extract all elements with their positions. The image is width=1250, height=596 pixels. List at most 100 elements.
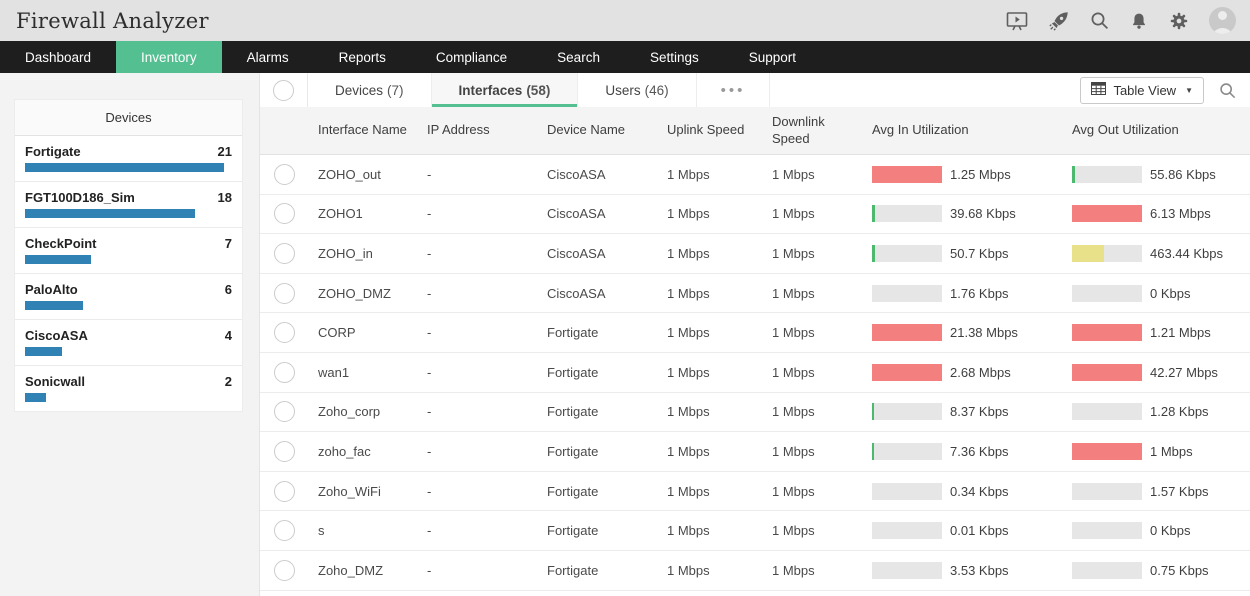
page-title: Firewall Analyzer [16, 8, 209, 33]
col-avg-in-utilization[interactable]: Avg In Utilization [872, 122, 969, 138]
out-utilization-bar [1072, 205, 1142, 223]
cell-uplink-speed: 1 Mbps [667, 443, 710, 459]
in-utilization-bar [872, 482, 942, 500]
col-downlink-speed[interactable]: Downlink Speed [772, 114, 825, 146]
cell-interface-name[interactable]: ZOHO1 [318, 206, 363, 222]
nav-item-dashboard[interactable]: Dashboard [25, 49, 92, 65]
row-select-cell [260, 401, 308, 423]
table-row[interactable]: ZOHO_in - CiscoASA 1 Mbps 1 Mbps 50.7 Kb… [260, 234, 1250, 274]
table-row[interactable]: wan1 - Fortigate 1 Mbps 1 Mbps 2.68 Mbps… [260, 352, 1250, 393]
cell-interface-name[interactable]: s [318, 523, 325, 539]
cell-downlink-speed: 1 Mbps [772, 523, 815, 539]
nav-item-settings[interactable]: Settings [649, 49, 699, 65]
cell-interface-name[interactable]: Zoho_WiFi [318, 483, 381, 499]
row-select-radio[interactable] [273, 163, 295, 185]
row-select-cell [260, 242, 308, 264]
tabs-overflow-button[interactable]: ••• [697, 73, 771, 107]
device-item-top: Sonicwall 2 [25, 374, 232, 389]
device-filter-item[interactable]: CiscoASA 4 [15, 320, 242, 366]
row-select-radio[interactable] [273, 520, 295, 542]
select-all-radio[interactable] [273, 79, 294, 101]
col-ip-address[interactable]: IP Address [427, 122, 490, 138]
cell-ip-address: - [427, 285, 432, 301]
cell-downlink-speed: 1 Mbps [772, 364, 815, 380]
out-utilization-bar [1072, 284, 1142, 302]
cell-interface-name[interactable]: Zoho_DMZ [318, 562, 384, 578]
table-row[interactable]: ZOHO_DMZ - CiscoASA 1 Mbps 1 Mbps 1.76 K… [260, 273, 1250, 314]
row-select-radio[interactable] [273, 282, 295, 304]
row-select-radio[interactable] [273, 401, 295, 423]
table-search-icon[interactable] [1218, 81, 1237, 100]
row-select-radio[interactable] [273, 440, 295, 462]
cell-interface-name[interactable]: zoho_fac [318, 443, 371, 459]
table-row[interactable]: s - Fortigate 1 Mbps 1 Mbps 0.01 Kbps 0 … [260, 511, 1250, 551]
device-filter-item[interactable]: Fortigate 21 [15, 136, 242, 182]
table-view-dropdown[interactable]: Table View ▼ [1080, 76, 1204, 104]
in-utilization-fill [872, 165, 942, 183]
cell-interface-name[interactable]: CORP [318, 325, 356, 341]
nav-item-compliance[interactable]: Compliance [435, 49, 508, 65]
col-device-name[interactable]: Device Name [547, 122, 626, 138]
tab-interfaces-label: Interfaces [458, 82, 523, 98]
col-avg-out-utilization[interactable]: Avg Out Utilization [1072, 122, 1179, 138]
row-select-radio[interactable] [273, 203, 295, 225]
tab-devices-label: Devices [335, 82, 384, 98]
nav-item-alarms[interactable]: Alarms [246, 49, 289, 65]
col-uplink-speed[interactable]: Uplink Speed [667, 122, 745, 138]
in-utilization-bar [872, 442, 942, 460]
avatar-shoulders [1213, 28, 1232, 34]
in-utilization-value: 3.53 Kbps [950, 562, 1009, 578]
table-row[interactable]: ZOHO1 - CiscoASA 1 Mbps 1 Mbps 39.68 Kbp… [260, 194, 1250, 235]
cell-device-name: Fortigate [547, 523, 599, 539]
col-interface-name[interactable]: Interface Name [318, 122, 407, 138]
bell-icon[interactable] [1129, 10, 1149, 32]
row-select-radio[interactable] [273, 559, 295, 581]
cell-uplink-speed: 1 Mbps [667, 166, 710, 182]
cell-avg-out-utilization: 42.27 Mbps [1072, 363, 1250, 381]
cell-avg-out-utilization: 0 Kbps [1072, 522, 1250, 540]
cell-interface-name[interactable]: ZOHO_in [318, 245, 373, 261]
user-avatar[interactable] [1209, 7, 1236, 34]
rocket-icon[interactable] [1048, 10, 1070, 32]
nav-item-inventory[interactable]: Inventory [116, 41, 222, 73]
device-item-top: Fortigate 21 [25, 144, 232, 159]
table-row[interactable]: zoho_fac - Fortigate 1 Mbps 1 Mbps 7.36 … [260, 432, 1250, 472]
table-row[interactable]: Zoho_DMZ - Fortigate 1 Mbps 1 Mbps 3.53 … [260, 550, 1250, 591]
cell-interface-name[interactable]: wan1 [318, 364, 350, 380]
table-row[interactable]: Zoho_WiFi - Fortigate 1 Mbps 1 Mbps 0.34… [260, 471, 1250, 512]
cell-interface-name[interactable]: Zoho_corp [318, 404, 381, 420]
table-row[interactable]: ZOHO_out - CiscoASA 1 Mbps 1 Mbps 1.25 M… [260, 155, 1250, 195]
row-select-radio[interactable] [273, 361, 295, 383]
nav-item-search[interactable]: Search [557, 49, 600, 65]
search-icon[interactable] [1089, 10, 1110, 31]
cell-interface-name[interactable]: ZOHO_out [318, 166, 381, 182]
tab-interfaces[interactable]: Interfaces (58) [431, 73, 579, 107]
cell-uplink-speed: 1 Mbps [667, 206, 710, 222]
cell-interface-name[interactable]: ZOHO_DMZ [318, 285, 391, 301]
row-select-radio[interactable] [273, 242, 295, 264]
device-filter-item[interactable]: CheckPoint 7 [15, 228, 242, 274]
table-view-label: Table View [1113, 82, 1177, 98]
device-count-bar [25, 209, 195, 218]
table-row[interactable]: CORP - Fortigate 1 Mbps 1 Mbps 21.38 Mbp… [260, 313, 1250, 353]
row-select-cell [260, 559, 308, 581]
nav-item-support[interactable]: Support [748, 49, 797, 65]
device-filter-item[interactable]: Sonicwall 2 [15, 366, 242, 411]
cell-avg-in-utilization: 50.7 Kbps [872, 244, 1072, 262]
in-utilization-bar [872, 284, 942, 302]
tab-devices[interactable]: Devices (7) [308, 73, 432, 107]
cell-avg-in-utilization: 0.01 Kbps [872, 522, 1072, 540]
out-utilization-bar [1072, 403, 1142, 421]
row-select-radio[interactable] [273, 322, 295, 344]
nav-item-reports[interactable]: Reports [338, 49, 386, 65]
table-row[interactable]: Zoho_corp - Fortigate 1 Mbps 1 Mbps 8.37… [260, 392, 1250, 433]
out-utilization-value: 1.21 Mbps [1150, 325, 1211, 341]
row-select-radio[interactable] [273, 480, 295, 502]
device-filter-item[interactable]: FGT100D186_Sim 18 [15, 182, 242, 228]
gear-icon[interactable] [1168, 10, 1190, 32]
device-filter-item[interactable]: PaloAlto 6 [15, 274, 242, 320]
presentation-icon[interactable] [1005, 10, 1029, 32]
cell-downlink-speed: 1 Mbps [772, 206, 815, 222]
cell-avg-out-utilization: 6.13 Mbps [1072, 205, 1250, 223]
tab-users[interactable]: Users (46) [578, 73, 697, 107]
